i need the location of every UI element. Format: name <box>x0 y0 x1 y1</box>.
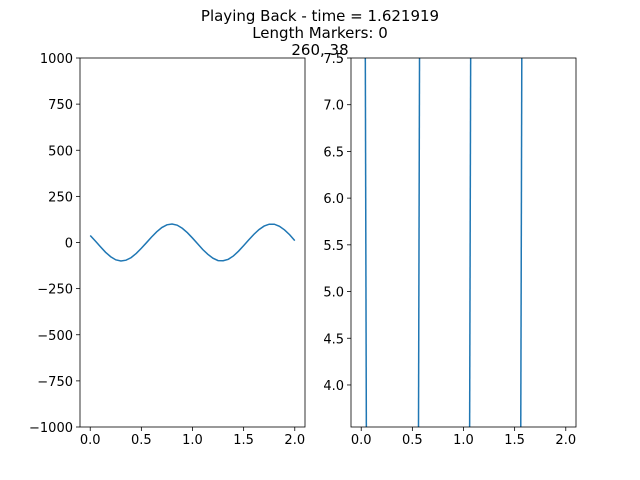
waveform-ytick-label-2: 500 <box>48 144 73 159</box>
markers-xtick-label-2: 1.0 <box>453 433 474 448</box>
markers-ytick-label-5: 5.0 <box>323 286 344 301</box>
waveform-xtick-label-2: 1.0 <box>182 433 203 448</box>
markers-marker-line-4 <box>520 57 523 428</box>
waveform-ytick-label-1: 750 <box>48 98 73 113</box>
markers-ytick-label-2: 6.5 <box>323 145 344 160</box>
markers-ytick-label-0: 7.5 <box>323 52 344 67</box>
markers-xtick-label-1: 0.5 <box>402 433 423 448</box>
waveform-series-line-signal <box>89 223 296 262</box>
waveform-ytick-label-7: −750 <box>37 375 73 390</box>
markers-marker-line-1 <box>364 57 368 428</box>
waveform-xtick-label-1: 0.5 <box>131 433 152 448</box>
waveform-xtick-label-0: 0.0 <box>80 433 101 448</box>
markers-xtick-label-0: 0.0 <box>351 433 372 448</box>
figure-title-line-3: 260, 38 <box>291 41 349 59</box>
markers-ytick-label-1: 7.0 <box>323 99 344 114</box>
markers-xtick-label-4: 2.0 <box>555 433 576 448</box>
waveform-axes-frame <box>79 57 306 428</box>
waveform-ytick-label-6: −500 <box>37 329 73 344</box>
waveform-ytick-label-0: 1000 <box>40 52 73 67</box>
waveform-ytick-label-4: 0 <box>65 237 73 252</box>
markers-ytick-label-3: 6.0 <box>323 192 344 207</box>
waveform-ytick-label-5: −250 <box>37 283 73 298</box>
waveform-ytick-label-8: −1000 <box>29 421 73 436</box>
waveform-xtick-label-4: 2.0 <box>284 433 305 448</box>
markers-marker-line-3 <box>468 57 472 428</box>
markers-axes-frame <box>350 57 577 428</box>
waveform-xtick-label-3: 1.5 <box>233 433 254 448</box>
markers-marker-line-2 <box>417 57 421 428</box>
waveform-ytick-label-3: 250 <box>48 190 73 205</box>
markers-ytick-label-6: 4.5 <box>323 332 344 347</box>
markers-ytick-label-7: 4.0 <box>323 379 344 394</box>
markers-xtick-label-3: 1.5 <box>504 433 525 448</box>
figure-title-line-1: Playing Back - time = 1.621919 <box>200 7 440 25</box>
figure-title-line-2: Length Markers: 0 <box>252 24 388 42</box>
markers-ytick-label-4: 5.5 <box>323 239 344 254</box>
